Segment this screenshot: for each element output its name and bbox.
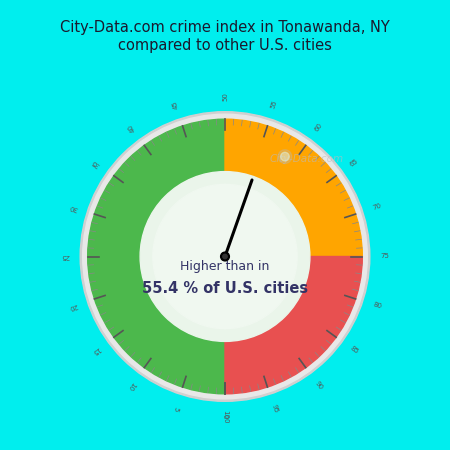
Circle shape [153,184,297,328]
Text: 85: 85 [349,346,360,356]
Wedge shape [225,256,362,394]
Text: City-Data.com crime index in Tonawanda, NY: City-Data.com crime index in Tonawanda, … [60,20,390,35]
Text: 80: 80 [372,302,382,310]
Text: 45: 45 [171,99,180,110]
Text: 20: 20 [68,302,78,310]
Text: 30: 30 [68,203,78,212]
Text: 25: 25 [61,253,70,260]
Text: 35: 35 [90,158,101,167]
Text: Higher than in: Higher than in [180,260,270,273]
Text: 5: 5 [172,405,179,411]
Text: 75: 75 [380,253,389,260]
Circle shape [140,171,310,342]
Circle shape [278,150,292,163]
Text: 55.4 % of U.S. cities: 55.4 % of U.S. cities [142,281,308,297]
Text: 90: 90 [314,380,324,391]
Circle shape [223,254,227,259]
Text: 60: 60 [314,122,324,133]
Text: 15: 15 [90,346,101,356]
Text: 70: 70 [372,203,382,212]
Text: 0: 0 [222,414,228,418]
Text: 40: 40 [126,122,136,133]
Text: 95: 95 [270,403,279,414]
Text: 55: 55 [270,99,279,110]
Wedge shape [88,119,225,394]
Circle shape [220,252,230,261]
Text: 50: 50 [222,92,228,101]
Wedge shape [225,119,362,256]
Text: 10: 10 [126,380,136,391]
Text: 65: 65 [349,158,360,167]
Circle shape [83,114,367,399]
Circle shape [280,152,289,161]
Text: compared to other U.S. cities: compared to other U.S. cities [118,38,332,53]
Circle shape [80,112,370,401]
Text: City-Data.com: City-Data.com [269,154,343,164]
Text: 100: 100 [222,410,228,423]
